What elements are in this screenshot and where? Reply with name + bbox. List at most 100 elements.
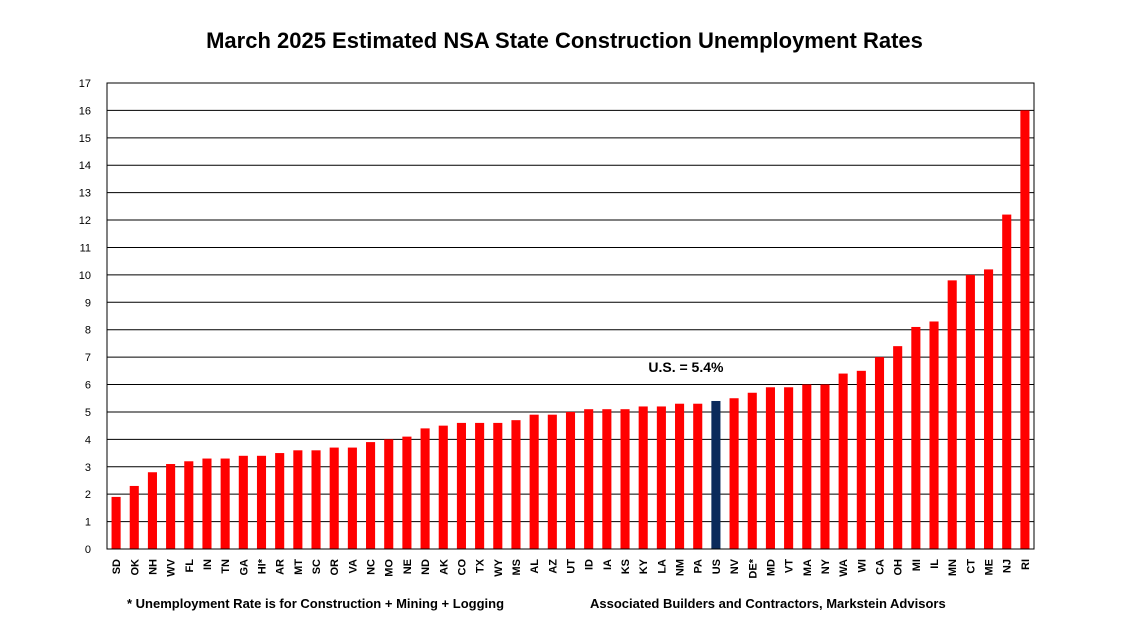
bar-in	[202, 458, 212, 549]
bar-nv	[729, 398, 739, 549]
x-tick-label: TX	[475, 558, 487, 573]
y-tick-label: 12	[79, 215, 91, 227]
x-tick-label: VT	[784, 559, 796, 573]
y-tick-label: 8	[85, 325, 91, 337]
x-tick-label: AZ	[547, 559, 559, 574]
footnote: * Unemployment Rate is for Construction …	[127, 596, 505, 611]
y-tick-label: 17	[79, 78, 91, 90]
y-tick-label: 0	[85, 544, 91, 556]
x-tick-label: MS	[511, 559, 523, 576]
plot-frame	[106, 82, 1035, 550]
bars	[111, 110, 1030, 549]
x-tick-label: NH	[147, 559, 159, 575]
x-tick-label: OR	[329, 559, 341, 576]
bar-mi	[911, 326, 921, 549]
bar-nh	[147, 472, 157, 549]
bar-ks	[620, 409, 630, 549]
x-tick-label: OK	[129, 559, 141, 576]
bar-ak	[438, 425, 448, 549]
bar-il	[929, 321, 939, 549]
bar-ny	[820, 384, 830, 549]
y-tick-label: 15	[79, 133, 91, 145]
bar-md	[765, 387, 775, 549]
x-tick-label: FL	[184, 559, 196, 573]
x-tick-label: WI	[856, 559, 868, 572]
bar-ne	[402, 436, 412, 549]
x-tick-label: DE*	[747, 558, 759, 578]
x-tick-label: HI*	[257, 558, 269, 574]
x-tick-label: SC	[311, 559, 323, 574]
x-tick-label: MN	[947, 559, 959, 576]
y-tick-label: 6	[85, 380, 91, 392]
x-tick-label: MA	[802, 559, 814, 576]
bar-ia	[602, 409, 612, 549]
x-tick-label: CT	[965, 559, 977, 574]
bar-az	[547, 414, 557, 549]
x-tick-label: NE	[402, 559, 414, 574]
x-tick-label: IN	[202, 559, 214, 570]
bar-wi	[856, 370, 866, 549]
x-tick-label: WY	[493, 558, 505, 576]
bar-us	[711, 400, 721, 549]
x-tick-label: WA	[838, 559, 850, 577]
bar-tx	[475, 422, 485, 549]
us-annotation: U.S. = 5.4%	[648, 359, 724, 375]
bar-hi	[256, 455, 267, 549]
bar-al	[529, 414, 539, 549]
x-tick-label: KS	[620, 559, 632, 574]
bar-oh	[893, 346, 903, 549]
bar-ri	[1020, 110, 1030, 549]
bar-ga	[238, 455, 248, 549]
bar-wa	[838, 373, 848, 549]
bar-me	[984, 269, 994, 549]
bar-pa	[693, 403, 703, 549]
bar-ar	[275, 453, 285, 549]
bar-la	[656, 406, 666, 549]
x-tick-label: CA	[875, 559, 887, 575]
y-tick-label: 1	[85, 517, 91, 529]
x-tick-label: NV	[729, 558, 741, 574]
x-tick-label: AK	[438, 559, 450, 575]
bar-mn	[947, 280, 957, 549]
y-tick-label: 16	[79, 105, 91, 117]
x-tick-label: MT	[293, 559, 305, 575]
x-tick-label: MD	[765, 559, 777, 576]
x-tick-label: RI	[1020, 559, 1032, 570]
x-tick-label: NY	[820, 558, 832, 574]
bar-tn	[220, 458, 230, 549]
bar-ky	[638, 406, 648, 549]
bar-sc	[311, 450, 321, 549]
y-tick-label: 5	[85, 407, 91, 419]
bar-ms	[511, 420, 521, 549]
bar-nj	[1002, 214, 1012, 549]
x-tick-label: MO	[384, 559, 396, 577]
bar-sd	[111, 496, 121, 549]
x-tick-label: CO	[456, 559, 468, 576]
bar-or	[329, 447, 339, 549]
bar-ma	[802, 384, 812, 549]
x-tick-label: ME	[984, 559, 996, 576]
x-tick-label: ND	[420, 559, 432, 575]
y-tick-label: 7	[85, 352, 91, 364]
y-tick-label: 10	[79, 270, 91, 282]
chart-title: March 2025 Estimated NSA State Construct…	[206, 28, 923, 53]
bar-ok	[129, 485, 139, 549]
bar-nd	[420, 428, 430, 549]
x-axis-ticks: SD OK NH WV FL IN TN GA HI* AR MT SC OR VA NC MO NE ND AK C…	[111, 558, 1032, 578]
bar-nc	[366, 442, 376, 549]
bar-ca	[874, 357, 885, 549]
x-tick-label: ID	[584, 559, 596, 570]
x-tick-label: LA	[656, 559, 668, 574]
bar-co	[456, 422, 466, 549]
y-tick-label: 9	[85, 297, 91, 309]
x-tick-label: SD	[111, 559, 123, 574]
x-tick-label: IL	[929, 559, 941, 569]
x-tick-label: UT	[566, 559, 578, 574]
bar-fl	[184, 461, 194, 549]
x-tick-label: TN	[220, 559, 232, 574]
y-tick-label: 2	[85, 489, 91, 501]
bar-wy	[493, 422, 503, 549]
bar-vt	[784, 387, 794, 549]
x-tick-label: MI	[911, 559, 923, 571]
